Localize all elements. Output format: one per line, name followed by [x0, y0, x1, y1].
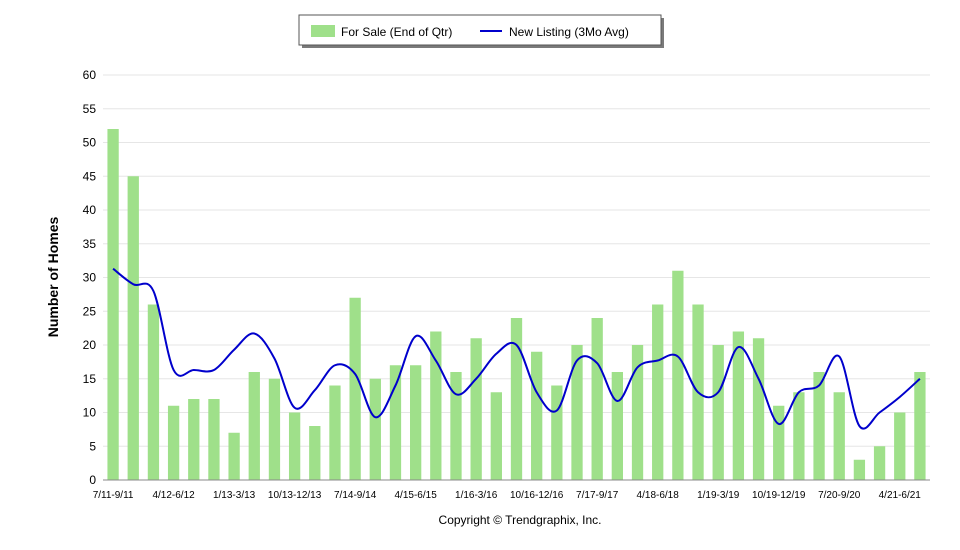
y-tick-label: 25 — [83, 304, 97, 318]
y-tick-label: 10 — [83, 406, 97, 420]
x-tick-label: 10/19-12/19 — [752, 490, 806, 501]
bar — [208, 399, 220, 480]
bar — [490, 392, 502, 480]
x-tick-label: 1/13-3/13 — [213, 490, 256, 501]
bar — [329, 385, 341, 480]
gridlines — [103, 74, 930, 447]
bar-series — [107, 129, 926, 480]
y-tick-label: 45 — [83, 169, 97, 183]
bar — [531, 351, 543, 480]
bar — [369, 378, 381, 480]
line-series — [112, 267, 921, 430]
bar — [248, 372, 260, 480]
x-tick-label: 4/15-6/15 — [395, 490, 438, 501]
bar — [712, 345, 724, 480]
y-axis-ticks: 0 5 10 15 20 25 30 35 40 45 50 55 60 — [83, 68, 97, 487]
bar — [732, 331, 745, 480]
x-tick-label: 7/17-9/17 — [576, 490, 619, 501]
bar — [147, 304, 160, 480]
bar — [188, 399, 200, 480]
bar — [793, 392, 805, 480]
bar — [389, 365, 402, 480]
bar — [409, 365, 422, 480]
bar — [450, 372, 462, 480]
x-tick-label: 1/16-3/16 — [455, 490, 498, 501]
bar — [611, 372, 624, 480]
legend-swatch-for-sale — [311, 25, 335, 37]
y-tick-label: 0 — [89, 473, 96, 487]
y-tick-label: 15 — [83, 372, 97, 386]
bar — [652, 304, 664, 480]
bar — [167, 405, 180, 480]
legend: For Sale (End of Qtr) New Listing (3Mo A… — [298, 14, 664, 48]
series-line-new-listing — [112, 267, 921, 430]
y-tick-label: 55 — [83, 102, 97, 116]
bar — [127, 176, 139, 480]
x-tick-label: 10/13-12/13 — [268, 490, 322, 501]
bar — [470, 338, 482, 480]
x-tick-label: 10/16-12/16 — [510, 490, 564, 501]
bar — [268, 378, 281, 480]
bar — [631, 345, 644, 480]
legend-label-new-listing: New Listing (3Mo Avg) — [509, 25, 629, 39]
x-tick-label: 4/21-6/21 — [879, 490, 922, 501]
bar — [430, 331, 442, 480]
y-tick-label: 5 — [89, 439, 96, 453]
x-tick-label: 4/18-6/18 — [637, 490, 680, 501]
bar — [813, 372, 825, 480]
bar — [873, 446, 886, 480]
bar — [591, 318, 603, 480]
bar — [773, 405, 785, 480]
bar — [510, 318, 523, 480]
y-tick-label: 50 — [83, 136, 97, 150]
x-tick-label: 4/12-6/12 — [152, 490, 195, 501]
y-tick-label: 35 — [83, 237, 97, 251]
bar — [107, 129, 119, 480]
x-tick-label: 7/11-9/11 — [93, 490, 134, 501]
bar — [551, 385, 563, 480]
bar — [833, 392, 845, 480]
bar — [309, 426, 321, 480]
y-tick-label: 30 — [83, 271, 97, 285]
bar — [894, 412, 906, 480]
legend-label-for-sale: For Sale (End of Qtr) — [341, 25, 452, 39]
bar — [288, 412, 301, 480]
y-tick-label: 60 — [83, 68, 97, 82]
bar — [752, 338, 765, 480]
copyright-credit: Copyright © Trendgraphix, Inc. — [439, 513, 602, 527]
bar — [571, 345, 583, 480]
y-axis-title: Number of Homes — [45, 217, 61, 338]
y-tick-label: 40 — [83, 203, 97, 217]
x-tick-label: 7/14-9/14 — [334, 490, 377, 501]
x-tick-label: 7/20-9/20 — [818, 490, 861, 501]
x-tick-label: 1/19-3/19 — [697, 490, 740, 501]
bar — [349, 297, 361, 480]
y-tick-label: 20 — [83, 338, 97, 352]
bar — [914, 372, 926, 480]
x-axis-ticks: 7/11-9/11 4/12-6/12 1/13-3/13 10/13-12/13 7/… — [93, 490, 922, 501]
bar — [228, 432, 240, 480]
bar — [853, 459, 866, 480]
bar — [672, 270, 684, 480]
